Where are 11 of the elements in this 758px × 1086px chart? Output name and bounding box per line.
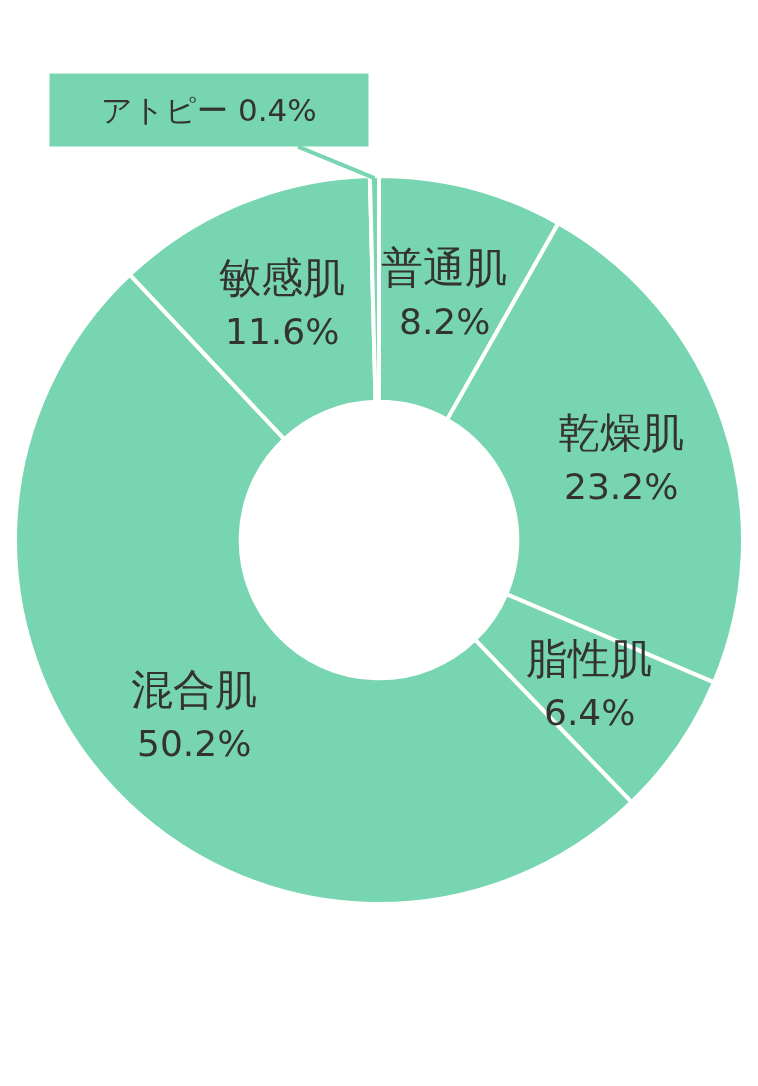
- data-label: 50.2%: [137, 723, 252, 764]
- slice-label: 敏感肌: [219, 253, 345, 302]
- slice-label: アトピー 0.4%: [101, 92, 317, 128]
- data-label: 6.4%: [544, 692, 636, 733]
- slice-label: 混合肌: [131, 665, 257, 714]
- slice-label: 乾燥肌: [558, 408, 684, 457]
- data-label: 23.2%: [564, 466, 679, 507]
- data-label: 8.2%: [399, 301, 491, 342]
- slice-label: 普通肌: [381, 243, 507, 292]
- data-label: 11.6%: [225, 311, 340, 352]
- slice-label: 脂性肌: [526, 634, 652, 683]
